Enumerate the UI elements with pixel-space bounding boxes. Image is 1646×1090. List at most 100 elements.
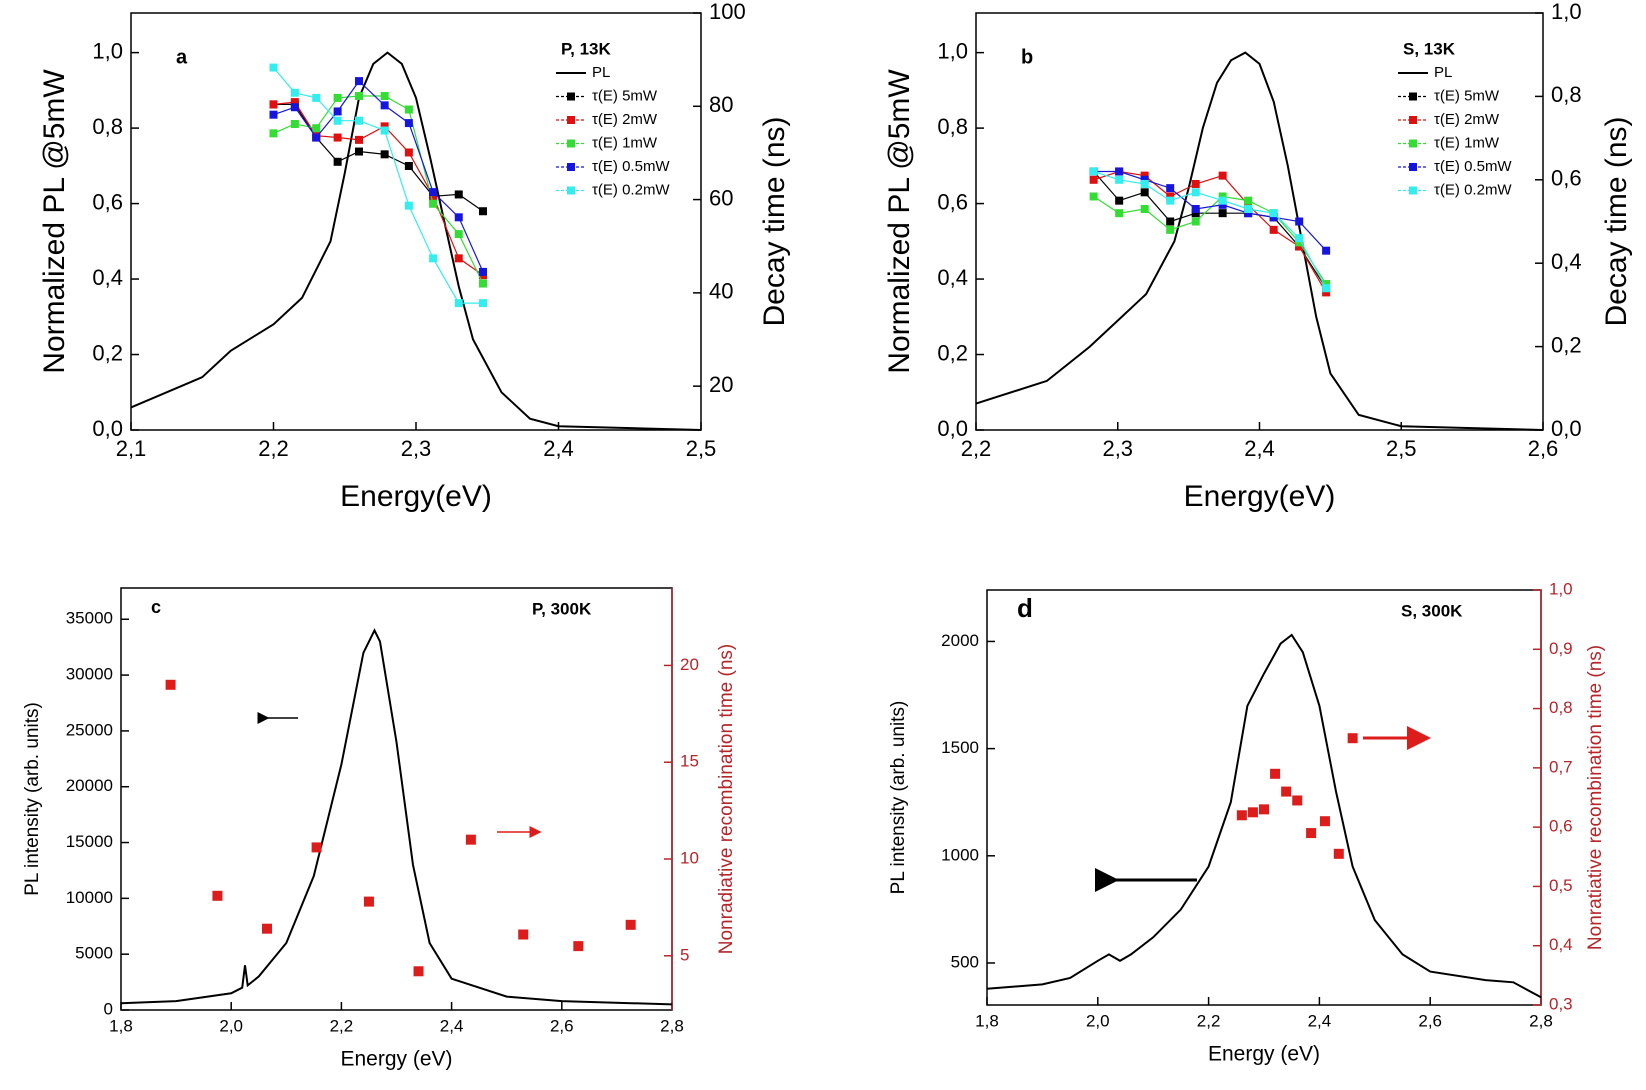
marker [1191, 217, 1200, 226]
marker [1270, 768, 1281, 779]
marker [1295, 242, 1304, 251]
marker [429, 192, 438, 201]
y-axis-label: PL intensity (arb. units) [22, 702, 43, 896]
y2-axis-label: Nonradiative recombination time (ns) [716, 644, 737, 954]
marker [290, 120, 299, 129]
y2-tick-label: 20 [709, 372, 733, 397]
y2-axis-label: Decay time (ns) [1600, 116, 1633, 326]
marker [355, 135, 363, 144]
series-line [120, 628, 673, 1006]
x-tick-label: 2,2 [961, 436, 992, 461]
y2-axis-label: Nonratiative recombination time (ns) [1585, 645, 1606, 950]
marker [478, 279, 487, 288]
marker [355, 92, 363, 101]
marker [1166, 225, 1175, 234]
y2-tick-label: 10 [680, 848, 699, 867]
y2-axis-label: Decay time (ns) [758, 116, 791, 326]
marker [429, 199, 438, 208]
y2-tick-label: 0,9 [1549, 639, 1573, 658]
marker [1269, 209, 1278, 218]
marker [1295, 238, 1304, 247]
panel-label: d [1017, 593, 1033, 623]
x-tick-label: 2,4 [1308, 1011, 1332, 1030]
marker [1115, 175, 1124, 184]
marker [1115, 167, 1124, 176]
legend-marker [567, 139, 575, 148]
legend-label: τ(E) 0.2mW [592, 181, 670, 198]
marker [1166, 196, 1175, 205]
y2-tick-label: 0,8 [1549, 698, 1573, 717]
marker [1218, 200, 1227, 209]
x-axis-label: Energy(eV) [1184, 480, 1336, 513]
legend-marker [567, 186, 575, 195]
series-line [986, 633, 1542, 999]
legend-marker [1409, 92, 1417, 101]
y-tick-label: 10000 [66, 888, 113, 907]
x-tick-label: 2,2 [1197, 1011, 1221, 1030]
y-tick-label: 0,4 [937, 265, 968, 290]
marker [333, 107, 342, 116]
x-tick-label: 2,8 [660, 1016, 684, 1035]
legend-label: τ(E) 2mW [592, 111, 658, 128]
x-tick-label: 2,4 [543, 436, 574, 461]
x-tick-label: 2,0 [219, 1016, 243, 1035]
y2-tick-label: 1,0 [1551, 0, 1582, 24]
marker [355, 77, 363, 86]
marker [312, 133, 321, 142]
y-tick-label: 0,4 [92, 265, 123, 290]
y-tick-label: 0,8 [937, 114, 968, 139]
y-tick-label: 1500 [941, 738, 979, 757]
marker [380, 122, 389, 131]
y2-tick-label: 0,4 [1551, 249, 1582, 274]
y-tick-label: 0,0 [937, 416, 968, 441]
x-tick-label: 2,6 [550, 1016, 574, 1035]
marker [1218, 192, 1227, 201]
y-tick-label: 25000 [66, 720, 113, 739]
marker [165, 679, 176, 690]
marker [478, 267, 487, 276]
marker [1218, 196, 1227, 205]
annotation: P, 13K [561, 39, 612, 58]
y-axis-label: PL intensity (arb. units) [888, 701, 909, 895]
y-tick-label: 500 [951, 952, 979, 971]
marker [1089, 167, 1098, 176]
series-line [975, 51, 1544, 431]
series-line [273, 80, 484, 273]
y2-tick-label: 0,2 [1551, 332, 1582, 357]
marker [573, 941, 584, 952]
y2-tick-label: 0,4 [1549, 935, 1573, 954]
y2-tick-label: 80 [709, 92, 733, 117]
y-tick-label: 0 [104, 999, 113, 1018]
marker [1281, 786, 1292, 797]
y-tick-label: 15000 [66, 832, 113, 851]
legend-marker [567, 116, 575, 124]
legend-label: τ(E) 5mW [592, 87, 658, 104]
series-line [1093, 170, 1327, 289]
legend-label: τ(E) 1mW [1434, 134, 1500, 151]
x-tick-label: 2,8 [1529, 1011, 1553, 1030]
marker [1166, 217, 1175, 226]
marker [1191, 204, 1200, 213]
plot-frame [986, 589, 1542, 1006]
x-tick-label: 2,6 [1418, 1011, 1442, 1030]
annotation: S, 300K [1401, 601, 1463, 620]
y-tick-label: 0,2 [937, 340, 968, 365]
marker [1218, 209, 1227, 218]
marker [1292, 795, 1303, 806]
legend-marker [567, 163, 575, 171]
panel-label: b [1021, 46, 1033, 68]
series-line [1093, 171, 1327, 289]
marker [429, 188, 438, 197]
x-tick-label: 2,3 [1102, 436, 1133, 461]
marker [333, 157, 342, 166]
marker [1347, 733, 1358, 744]
y-tick-label: 30000 [66, 665, 113, 684]
y-tick-label: 20000 [66, 776, 113, 795]
y2-tick-label: 0,6 [1549, 817, 1573, 836]
marker [1322, 280, 1331, 289]
marker [518, 929, 529, 940]
marker [333, 116, 342, 125]
marker [1306, 828, 1317, 839]
legend-label: τ(E) 5mW [1434, 87, 1500, 104]
